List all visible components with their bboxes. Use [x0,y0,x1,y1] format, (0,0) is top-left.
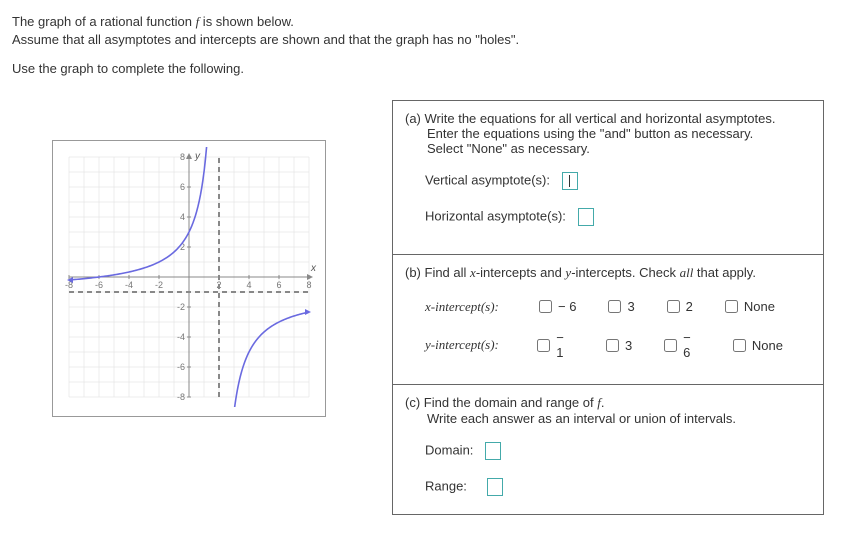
a-prompt1: (a) Write the equations for all vertical… [405,111,775,126]
intro-text: The graph of a rational function f is sh… [12,14,854,76]
va-label: Vertical asymptote(s): [425,172,550,187]
x-opt-2-cb[interactable] [667,300,680,313]
svg-text:y: y [194,151,201,162]
y-opt-0: − 1 [556,330,574,360]
svg-text:-6: -6 [95,280,103,290]
x-opt-1: 3 [627,299,634,314]
y-opt-1-cb[interactable] [606,339,619,352]
y-intercepts-row: y-intercept(s): − 1 3 − 6 None [425,330,811,360]
y-opt-2: − 6 [683,330,701,360]
questions-panel: (a) Write the equations for all vertical… [392,100,824,515]
y-int-label: y-intercept(s): [425,337,533,353]
svg-text:8: 8 [180,152,185,162]
b-prompt-b: -intercepts. Check [571,265,679,280]
domain-input[interactable] [485,442,501,460]
x-opt-2: 2 [686,299,693,314]
intro-line1b: is shown below. [199,14,294,29]
svg-text:-6: -6 [177,362,185,372]
x-opt-3-cb[interactable] [725,300,738,313]
section-a: (a) Write the equations for all vertical… [393,101,823,255]
svg-text:x: x [310,263,317,274]
y-opt-1: 3 [625,338,632,353]
c-prompt2: Write each answer as an interval or unio… [427,411,736,426]
svg-text:-2: -2 [177,302,185,312]
y-opt-3-cb[interactable] [733,339,746,352]
intro-line2: Assume that all asymptotes and intercept… [12,32,854,47]
section-c: (c) Find the domain and range of f. Writ… [393,385,823,514]
va-input[interactable] [562,172,578,190]
svg-text:6: 6 [180,182,185,192]
x-opt-0: − 6 [558,299,576,314]
intro-line1a: The graph of a rational function [12,14,196,29]
graph-plot: xy-8-8-6-6-4-4-2-222446688 [59,147,319,407]
range-input[interactable] [487,478,503,496]
graph-container: xy-8-8-6-6-4-4-2-222446688 [52,140,352,417]
x-intercepts-row: x-intercept(s): − 6 3 2 None [425,297,811,316]
y-opt-2-cb[interactable] [664,339,677,352]
svg-text:-2: -2 [155,280,163,290]
svg-text:-4: -4 [177,332,185,342]
c-prompt1b: . [601,395,605,410]
b-prompt-c: that apply. [693,265,756,280]
svg-text:4: 4 [246,280,251,290]
svg-text:-4: -4 [125,280,133,290]
intro-line3: Use the graph to complete the following. [12,61,854,76]
x-int-label: x-intercept(s): [425,299,535,315]
x-opt-3: None [744,299,775,314]
a-prompt3: Select "None" as necessary. [427,141,590,156]
section-b: (b) Find all x-intercepts and y-intercep… [393,255,823,385]
ha-label: Horizontal asymptote(s): [425,208,566,223]
a-prompt2: Enter the equations using the "and" butt… [427,126,753,141]
y-opt-3: None [752,338,783,353]
y-opt-0-cb[interactable] [537,339,550,352]
svg-text:4: 4 [180,212,185,222]
svg-text:8: 8 [306,280,311,290]
domain-label: Domain: [425,442,473,457]
b-prompt-a: (b) Find all [405,265,470,280]
x-opt-0-cb[interactable] [539,300,552,313]
svg-text:-8: -8 [177,392,185,402]
svg-text:6: 6 [276,280,281,290]
b-mid: -intercepts and [476,265,566,280]
c-prompt1a: (c) Find the domain and range of [405,395,597,410]
x-opt-1-cb[interactable] [608,300,621,313]
ha-input[interactable] [578,208,594,226]
range-label: Range: [425,478,467,493]
b-all: all [680,265,694,280]
